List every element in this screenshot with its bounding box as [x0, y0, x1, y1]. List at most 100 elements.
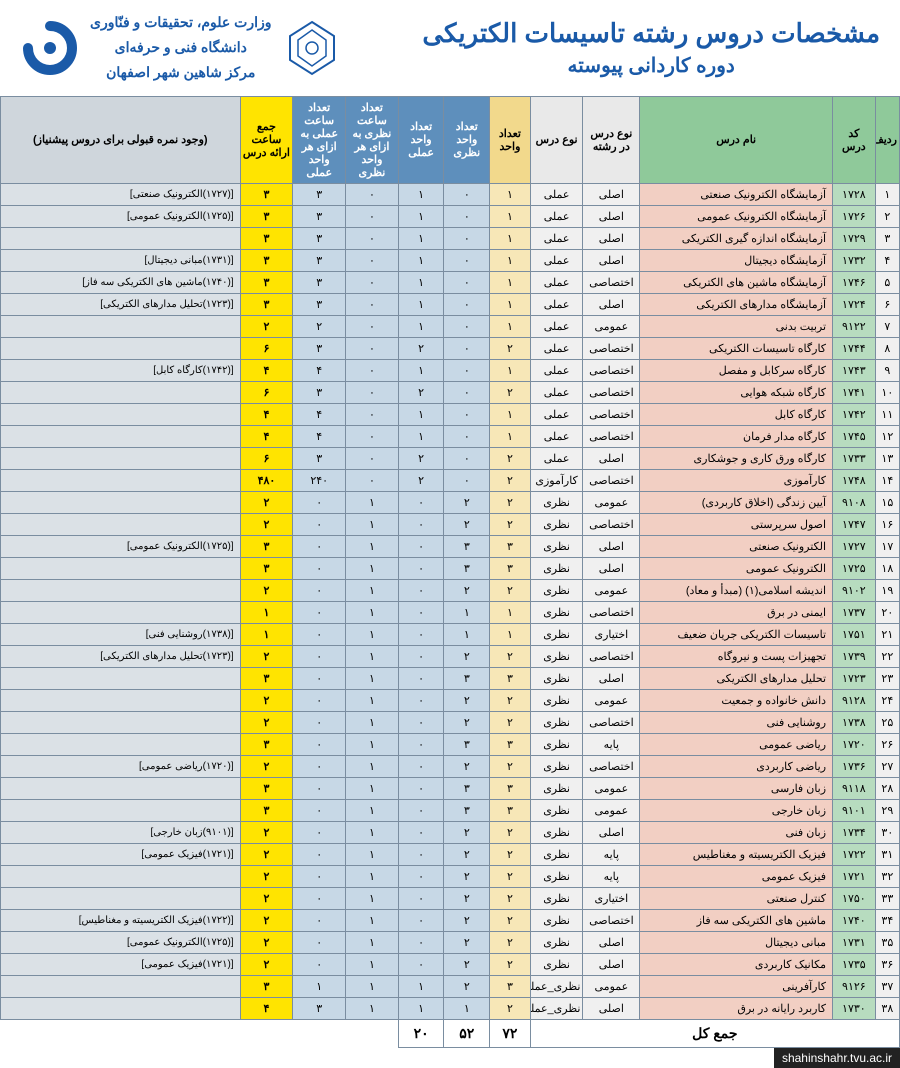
cell-row: ۲۵	[875, 711, 899, 733]
cell-course-type: عملی	[530, 381, 583, 403]
cell-prereq: [(۱۷۲۱)فیزیک عمومی]	[1, 953, 241, 975]
cell-name: تحلیل مدارهای الکتریکی	[640, 667, 833, 689]
cell-prereq	[1, 997, 241, 1019]
cell-practical-units: ۲	[398, 469, 444, 491]
cell-type-field: اختصاصی	[583, 271, 640, 293]
cell-name: آزمایشگاه ماشین های الکتریکی	[640, 271, 833, 293]
cell-row: ۲	[875, 205, 899, 227]
cell-type-field: اصلی	[583, 953, 640, 975]
cell-row: ۳۰	[875, 821, 899, 843]
cell-practical-hours: ۴	[293, 359, 346, 381]
cell-type-field: پایه	[583, 865, 640, 887]
cell-theory-hours: ۰	[346, 205, 399, 227]
cell-units: ۱	[490, 425, 531, 447]
title-block: مشخصات دروس رشته تاسیسات الکتریکی دوره ک…	[422, 18, 880, 78]
table-row: ۱۱۷۲۸آزمایشگاه الکترونیک صنعتیاصلیعملی۱۰…	[1, 183, 900, 205]
cell-theory-units: ۰	[444, 227, 490, 249]
cell-units: ۱	[490, 271, 531, 293]
cell-units: ۱	[490, 403, 531, 425]
table-row: ۱۸۱۷۲۵الکترونیک عمومیاصلینظری۳۳۰۱۰۳	[1, 557, 900, 579]
cell-units: ۲	[490, 689, 531, 711]
table-row: ۳۱۷۲۹آزمایشگاه اندازه گیری الکتریکیاصلیع…	[1, 227, 900, 249]
cell-practical-units: ۰	[398, 557, 444, 579]
cell-code: ۱۷۳۹	[833, 645, 876, 667]
cell-row: ۲۷	[875, 755, 899, 777]
cell-name: کنترل صنعتی	[640, 887, 833, 909]
cell-course-type: عملی	[530, 359, 583, 381]
table-row: ۱۲۱۷۴۵کارگاه مدار فرماناختصاصیعملی۱۰۱۰۴۴	[1, 425, 900, 447]
table-row: ۱۶۱۷۴۷اصول سرپرستیاختصاصینظری۲۲۰۱۰۲	[1, 513, 900, 535]
cell-practical-hours: ۰	[293, 557, 346, 579]
cell-code: ۱۷۳۵	[833, 953, 876, 975]
cell-theory-hours: ۱	[346, 579, 399, 601]
cell-theory-units: ۰	[444, 381, 490, 403]
cell-practical-units: ۱	[398, 249, 444, 271]
cell-code: ۱۷۵۱	[833, 623, 876, 645]
cell-practical-units: ۰	[398, 843, 444, 865]
cell-practical-hours: ۰	[293, 909, 346, 931]
cell-theory-units: ۳	[444, 733, 490, 755]
cell-practical-units: ۱	[398, 183, 444, 205]
university-emblem-icon	[282, 18, 342, 78]
cell-prereq	[1, 777, 241, 799]
cell-theory-units: ۰	[444, 205, 490, 227]
cell-theory-hours: ۱	[346, 953, 399, 975]
cell-prereq	[1, 337, 241, 359]
cell-type-field: اصلی	[583, 931, 640, 953]
table-row: ۳۴۱۷۴۰ماشین های الکتریکی سه فازاختصاصینظ…	[1, 909, 900, 931]
cell-course-type: نظری	[530, 799, 583, 821]
table-row: ۲۴۹۱۲۸دانش خانواده و جمعیتعمومینظری۲۲۰۱۰…	[1, 689, 900, 711]
cell-theory-units: ۰	[444, 337, 490, 359]
header-right: وزارت علوم، تحقیقات و فنّاوری دانشگاه فن…	[20, 10, 342, 86]
cell-type-field: اصلی	[583, 183, 640, 205]
cell-code: ۱۷۴۵	[833, 425, 876, 447]
cell-code: ۱۷۲۵	[833, 557, 876, 579]
cell-practical-units: ۰	[398, 953, 444, 975]
cell-practical-units: ۰	[398, 645, 444, 667]
cell-prereq: [(۱۷۲۰)ریاضی عمومی]	[1, 755, 241, 777]
cell-name: ماشین های الکتریکی سه فاز	[640, 909, 833, 931]
cell-practical-units: ۰	[398, 887, 444, 909]
cell-total-hours: ۳	[240, 293, 293, 315]
cell-total-hours: ۲	[240, 865, 293, 887]
cell-code: ۱۷۴۴	[833, 337, 876, 359]
center-line: مرکز شاهین شهر اصفهان	[90, 60, 272, 85]
cell-theory-hours: ۰	[346, 249, 399, 271]
cell-practical-hours: ۰	[293, 711, 346, 733]
cell-practical-hours: ۰	[293, 579, 346, 601]
cell-total-hours: ۳	[240, 183, 293, 205]
cell-theory-hours: ۱	[346, 623, 399, 645]
cell-course-type: نظری	[530, 821, 583, 843]
cell-theory-hours: ۰	[346, 447, 399, 469]
cell-practical-hours: ۰	[293, 513, 346, 535]
cell-theory-hours: ۱	[346, 777, 399, 799]
cell-name: اندیشه اسلامی(۱) (مبدأ و معاد)	[640, 579, 833, 601]
cell-practical-units: ۰	[398, 535, 444, 557]
cell-prereq	[1, 381, 241, 403]
cell-name: کارگاه شبکه هوایی	[640, 381, 833, 403]
cell-row: ۱	[875, 183, 899, 205]
cell-practical-units: ۰	[398, 777, 444, 799]
org-text: وزارت علوم، تحقیقات و فنّاوری دانشگاه فن…	[90, 10, 272, 86]
cell-code: ۱۷۲۹	[833, 227, 876, 249]
cell-row: ۱۹	[875, 579, 899, 601]
cell-total-hours: ۳	[240, 777, 293, 799]
cell-row: ۳۲	[875, 865, 899, 887]
cell-course-type: نظری	[530, 931, 583, 953]
cell-practical-units: ۱	[398, 271, 444, 293]
cell-code: ۱۷۳۴	[833, 821, 876, 843]
cell-total-hours: ۲	[240, 689, 293, 711]
cell-prereq	[1, 689, 241, 711]
cell-prereq	[1, 799, 241, 821]
cell-prereq: [(۱۷۲۵)الکترونیک عمومی]	[1, 931, 241, 953]
hdr-shp: تعداد ساعت عملی به ازای هر واحد عملی	[293, 96, 346, 183]
cell-theory-units: ۰	[444, 403, 490, 425]
cell-code: ۱۷۲۰	[833, 733, 876, 755]
cell-practical-units: ۰	[398, 689, 444, 711]
cell-total-hours: ۳	[240, 249, 293, 271]
cell-theory-units: ۲	[444, 513, 490, 535]
cell-units: ۲	[490, 931, 531, 953]
page-header: مشخصات دروس رشته تاسیسات الکتریکی دوره ک…	[0, 0, 900, 96]
hdr-prereq: (وجود نمره قبولی برای دروس پیشنیاز)	[1, 96, 241, 183]
cell-prereq	[1, 865, 241, 887]
